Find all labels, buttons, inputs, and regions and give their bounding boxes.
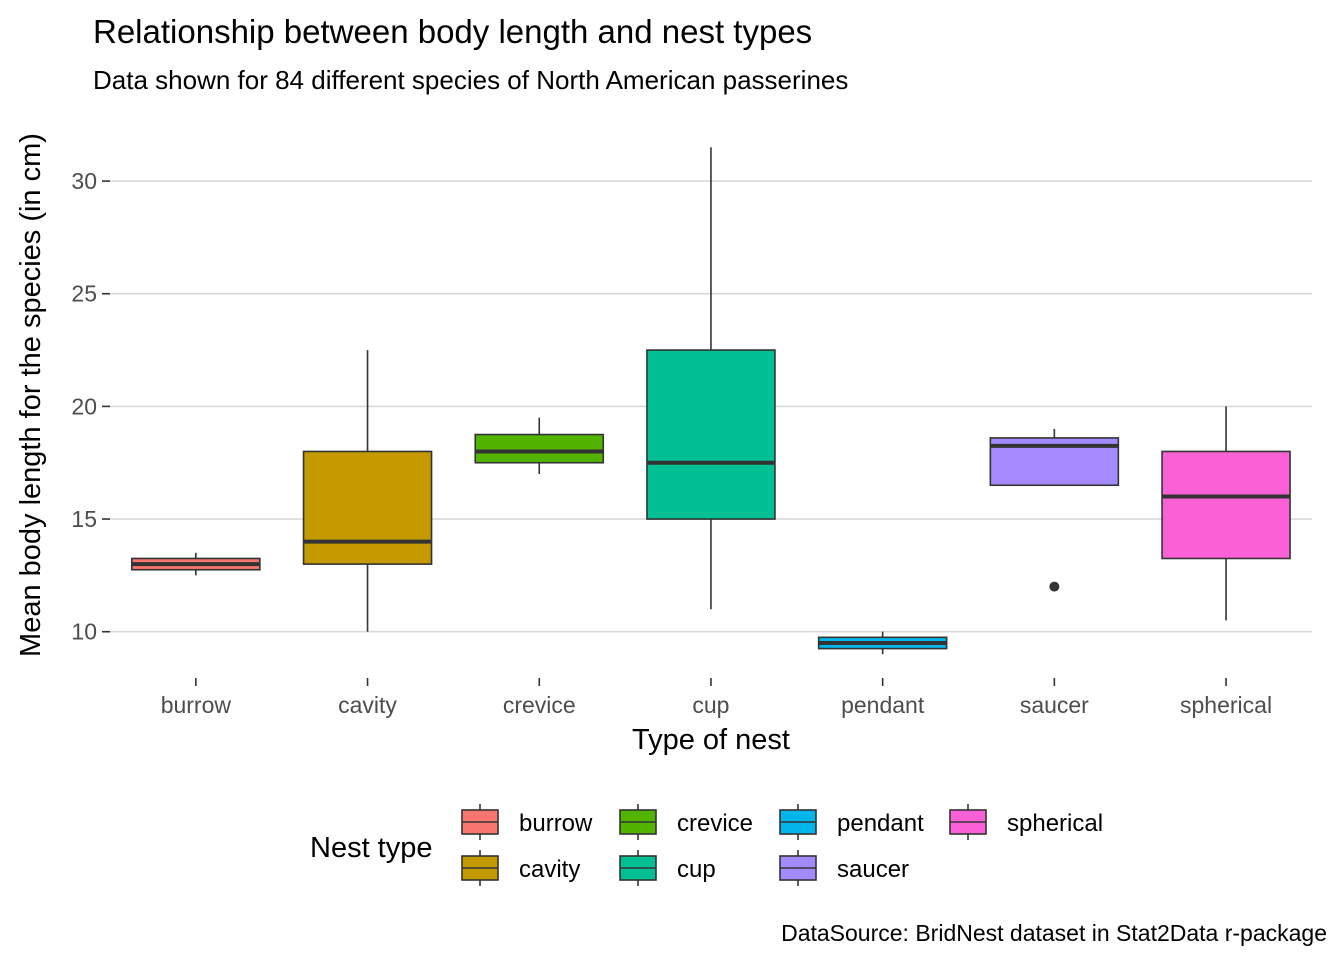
box-body-crevice (474, 433, 605, 464)
box-pendant (817, 631, 948, 655)
y-tick-label: 15 (71, 506, 97, 532)
legend-label: spherical (1007, 810, 1103, 837)
x-tick-label: saucer (1020, 692, 1089, 718)
y-tick-label: 10 (71, 619, 97, 645)
legend-label: saucer (837, 856, 909, 883)
legend-item-cup: cup (619, 850, 716, 886)
outlier-point-saucer (1049, 581, 1060, 592)
x-tick-label: cavity (338, 692, 397, 718)
legend-item-burrow: burrow (461, 804, 593, 840)
y-axis-title: Mean body length for the species (in cm) (15, 133, 47, 657)
chart-title: Relationship between body length and nes… (93, 13, 812, 50)
legend-label: pendant (837, 810, 924, 837)
x-axis-ticks: burrow cavity crevice cup pendant saucer spher… (161, 678, 1272, 718)
y-tick-label: 30 (71, 168, 97, 194)
legend-label: cavity (519, 856, 580, 883)
x-tick-label: cup (692, 692, 729, 718)
chart-caption: DataSource: BridNest dataset in Stat2Dat… (781, 920, 1327, 946)
x-axis-title: Type of nest (632, 724, 790, 756)
y-tick-label: 20 (71, 393, 97, 419)
legend-item-cavity: cavity (461, 850, 580, 886)
legend-item-spherical: spherical (949, 804, 1103, 840)
x-tick-label: crevice (503, 692, 576, 718)
box-body-cup (646, 349, 776, 520)
chart-subtitle: Data shown for 84 different species of N… (93, 65, 848, 95)
box-burrow (131, 552, 261, 576)
box-spherical (1161, 406, 1291, 621)
box-body-spherical (1161, 450, 1291, 560)
x-tick-label: spherical (1180, 692, 1272, 718)
boxplot-boxes (131, 147, 1291, 655)
box-saucer (989, 428, 1120, 592)
legend-label: burrow (519, 810, 593, 837)
legend-title: Nest type (310, 832, 433, 864)
legend-item-crevice: crevice (619, 804, 753, 840)
y-axis-ticks: 10 15 20 25 30 (71, 168, 110, 645)
legend-label: crevice (677, 810, 753, 837)
legend-label: cup (677, 856, 716, 883)
x-tick-label: burrow (161, 692, 232, 718)
box-crevice (474, 417, 605, 474)
box-body-cavity (302, 450, 433, 565)
box-cavity (302, 350, 433, 632)
legend: burrow cavity crevice cup pendant saucer spher… (461, 804, 1103, 886)
box-cup (646, 147, 776, 610)
legend-item-pendant: pendant (779, 804, 924, 840)
x-tick-label: pendant (841, 692, 925, 718)
y-tick-label: 25 (71, 281, 97, 307)
legend-item-saucer: saucer (779, 850, 909, 886)
